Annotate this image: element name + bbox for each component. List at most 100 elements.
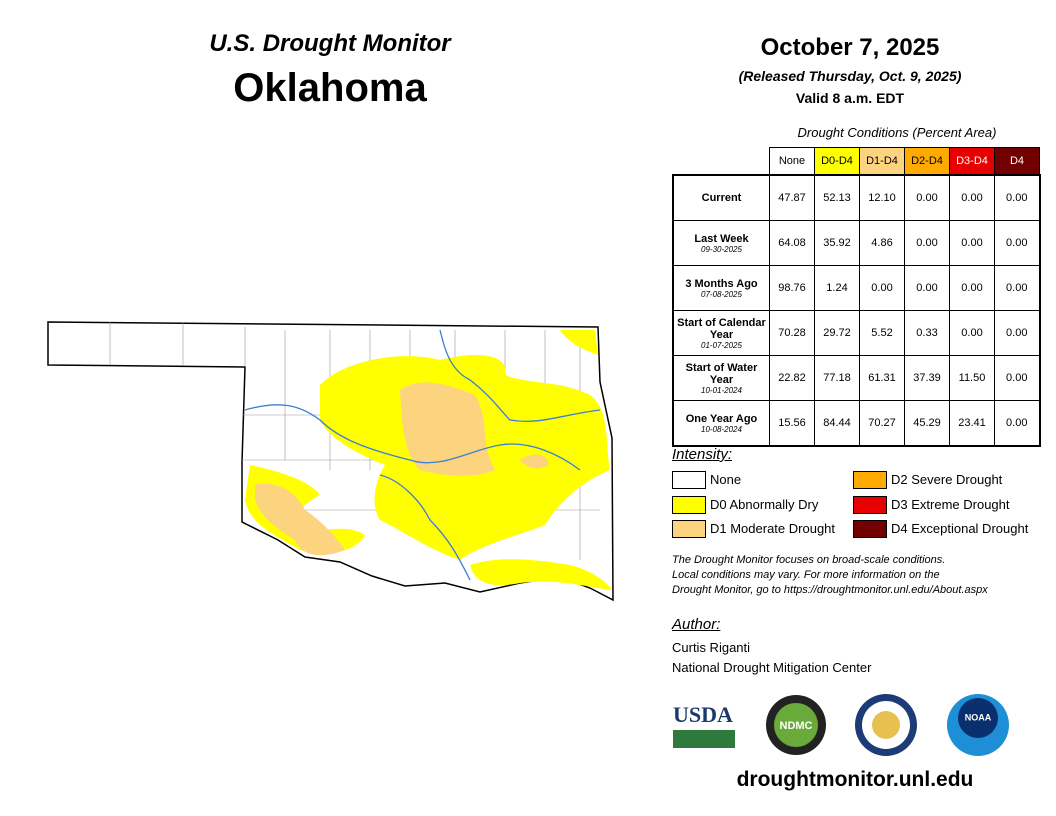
legend-label: D4 Exceptional Drought [891, 521, 1029, 536]
table-caption: Drought Conditions (Percent Area) [797, 125, 997, 140]
author-title: Author: [672, 616, 721, 633]
author-org: National Drought Mitigation Center [672, 660, 872, 675]
table-cell: 52.13 [814, 174, 860, 221]
logo: NOAA [965, 712, 992, 722]
legend-label: None [710, 472, 742, 487]
note-line: Drought Monitor, go to https://droughtmo… [672, 584, 988, 596]
table-cell: 0.00 [904, 220, 950, 266]
table-cell: 5.52 [859, 310, 905, 356]
legend-swatch [672, 495, 706, 514]
legend-label: D2 Severe Drought [891, 472, 1003, 487]
release-date: (Released Thursday, Oct. 9, 2025) [738, 68, 962, 84]
valid-time: Valid 8 a.m. EDT [795, 90, 905, 106]
table-cell: 70.28 [769, 310, 815, 356]
note: The Drought Monitor focuses on broad-sca… [672, 553, 988, 598]
table-cell: 70.27 [859, 400, 905, 447]
author: Curtis Riganti National Drought Mitigatio… [672, 638, 871, 678]
note-line: The Drought Monitor focuses on broad-sca… [672, 554, 946, 566]
logos: USDA NDMC NOAA [673, 694, 1009, 756]
legend-swatch [853, 495, 887, 514]
table-cell: 0.00 [949, 310, 995, 356]
table-cell: 98.76 [769, 265, 815, 311]
row-label-text: One Year Ago [685, 412, 758, 425]
row-label: Last Week 09-30-2025 [672, 220, 770, 266]
row-date: 07-08-2025 [701, 289, 742, 299]
table-cell: 0.00 [949, 220, 995, 266]
table-cell: 0.00 [904, 174, 950, 221]
table-row: One Year Ago 10-08-2024 15.56 84.44 70.27 45.… [672, 400, 1041, 447]
row-label-text: Last Week [694, 232, 749, 245]
legend-swatch [853, 520, 887, 538]
table-cell: 0.00 [994, 174, 1041, 221]
table-cell: 0.00 [994, 220, 1041, 266]
table-row: Start of Water Year 10-01-2024 22.82 77.18 6… [672, 355, 1041, 401]
table-cell: 64.08 [769, 220, 815, 266]
row-label-text: Current [701, 192, 742, 204]
note-line: Local conditions may vary. For more info… [672, 569, 940, 581]
column-header: None [769, 147, 815, 176]
table-cell: 0.00 [994, 400, 1041, 447]
logo: NDMC [780, 720, 813, 732]
table-cell: 15.56 [769, 400, 815, 447]
table-cell: 0.00 [859, 265, 905, 311]
table-cell: 0.00 [994, 265, 1041, 311]
row-label: Start of Water Year 10-01-2024 [672, 355, 770, 401]
row-date: 10-08-2024 [701, 424, 742, 434]
table-row: Current 47.87 52.13 12.10 0.00 0.00 0.00 [672, 174, 1041, 221]
table-cell: 37.39 [904, 355, 950, 401]
row-label: One Year Ago 10-08-2024 [672, 400, 770, 447]
table-cell: 4.86 [859, 220, 905, 266]
table-row: 3 Months Ago 07-08-2025 98.76 1.24 0.00 0.00 0… [672, 265, 1041, 311]
website: droughtmonitor.unl.edu [736, 768, 974, 791]
table-cell: 0.33 [904, 310, 950, 356]
table-cell: 23.41 [949, 400, 995, 447]
column-header: D4 [994, 147, 1040, 176]
row-date: 01-07-2025 [701, 340, 742, 350]
legend-swatch [672, 520, 706, 538]
legend-swatch [672, 471, 706, 489]
column-header: D0-D4 [814, 147, 860, 176]
table-cell: 45.29 [904, 400, 950, 447]
table-cell: 29.72 [814, 310, 860, 356]
table-cell: 47.87 [769, 174, 815, 221]
row-date: 10-01-2024 [701, 385, 742, 395]
row-label-text: 3 Months Ago [685, 277, 758, 290]
row-date: 09-30-2025 [701, 244, 742, 254]
legend-label: D0 Abnormally Dry [710, 496, 819, 512]
legend-label: D3 Extreme Drought [891, 496, 1010, 512]
row-label: 3 Months Ago 07-08-2025 [672, 265, 770, 311]
legend-title: Intensity: [672, 446, 733, 463]
table-cell: 77.18 [814, 355, 860, 401]
table-cell: 22.82 [769, 355, 815, 401]
column-header: D1-D4 [859, 147, 905, 176]
column-header: D2-D4 [904, 147, 950, 176]
map [47, 321, 614, 602]
table-cell: 0.00 [994, 355, 1041, 401]
table-cell: 0.00 [949, 174, 995, 221]
table-cell: 12.10 [859, 174, 905, 221]
row-label-text: Start of Calendar Year [677, 316, 766, 341]
title: Oklahoma [233, 66, 427, 110]
table-cell: 1.24 [814, 265, 860, 311]
legend-label: D1 Moderate Drought [710, 521, 836, 536]
table-cell: 11.50 [949, 355, 995, 401]
logo: USDA [673, 702, 733, 727]
table-row: Start of Calendar Year 01-07-2025 70.28 29.… [672, 310, 1041, 356]
subtitle: U.S. Drought Monitor [209, 30, 451, 57]
row-label: Start of Calendar Year 01-07-2025 [672, 310, 770, 356]
row-label: Current [672, 174, 770, 221]
table-cell: 0.00 [949, 265, 995, 311]
table-cell: 61.31 [859, 355, 905, 401]
table-cell: 0.00 [904, 265, 950, 311]
row-label-text: Start of Water Year [685, 361, 758, 386]
table-cell: 35.92 [814, 220, 860, 266]
author-name: Curtis Riganti [672, 640, 751, 655]
date: October 7, 2025 [760, 34, 940, 61]
legend-swatch [853, 471, 887, 489]
table-cell: 84.44 [814, 400, 860, 447]
column-header: D3-D4 [949, 147, 995, 176]
conditions-table: None D0-D4 D1-D4 D2-D4 D3-D4 D4 Current 47.87 52… [672, 147, 1041, 447]
table-row: Last Week 09-30-2025 64.08 35.92 4.86 0.00 0.0… [672, 220, 1041, 266]
table-cell: 0.00 [994, 310, 1041, 356]
